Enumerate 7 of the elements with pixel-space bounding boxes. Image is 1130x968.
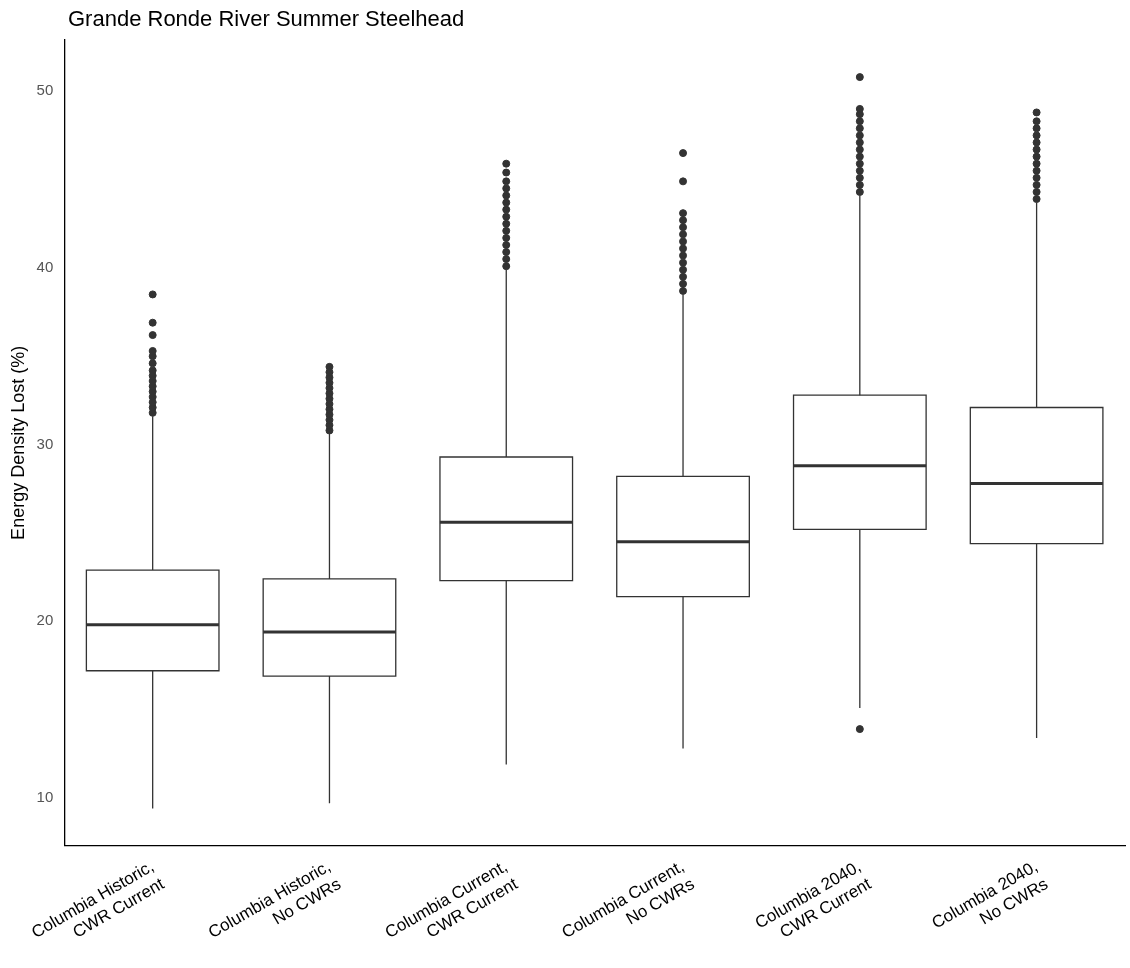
y-tick-label: 20 [36,611,54,629]
chart-title: Grande Ronde River Summer Steelhead [68,6,465,32]
y-tick-label: 50 [36,81,54,99]
y-tick-label: 40 [36,258,54,276]
y-axis-title: Energy Density Lost (%) [7,345,28,540]
y-tick-label: 10 [36,788,54,806]
y-tick-label: 30 [36,434,54,452]
